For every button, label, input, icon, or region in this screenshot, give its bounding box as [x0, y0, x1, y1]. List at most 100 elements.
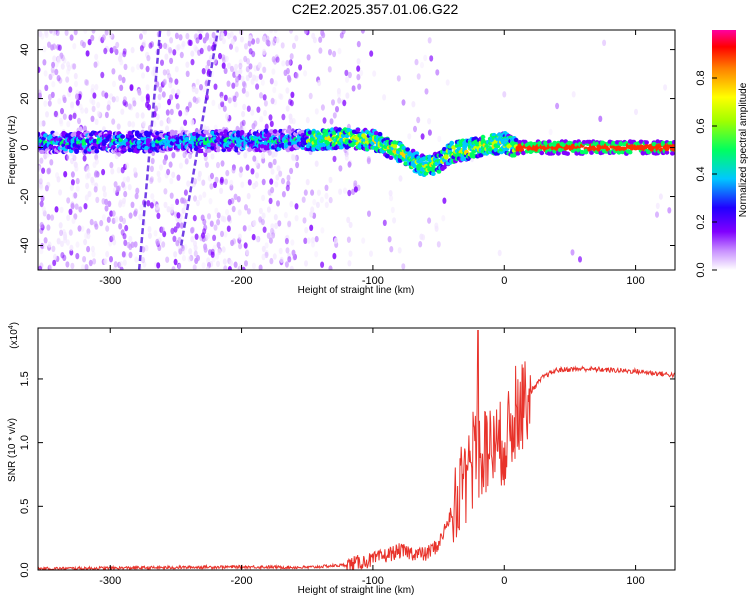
noise-cell: [70, 203, 75, 210]
noise-cell: [122, 217, 126, 225]
noise-cell: [90, 115, 95, 123]
noise-cell: [216, 260, 220, 267]
noise-cell: [84, 194, 89, 201]
noise-cell: [225, 113, 229, 120]
noise-cell: [55, 172, 60, 179]
noise-cell: [221, 54, 226, 61]
noise-cell: [50, 44, 55, 51]
noise-cell: [229, 31, 234, 38]
noise-cell: [401, 263, 406, 270]
band-cell: [480, 138, 486, 143]
noise-cell: [251, 38, 256, 45]
band-cell: [436, 169, 442, 174]
noise-cell: [269, 78, 274, 85]
noise-cell: [60, 252, 65, 259]
noise-cell: [287, 220, 292, 227]
noise-cell: [178, 110, 183, 117]
noise-cell: [116, 185, 120, 192]
noise-cell: [53, 253, 57, 261]
noise-cell: [113, 261, 118, 268]
noise-cell: [345, 76, 349, 83]
noise-cell: [227, 97, 232, 104]
noise-cell: [427, 217, 432, 224]
noise-cell: [89, 97, 94, 104]
band-cell: [210, 145, 216, 150]
noise-cell: [128, 243, 133, 251]
noise-cell: [285, 105, 290, 112]
noise-cell: [663, 84, 668, 91]
noise-cell: [318, 36, 323, 43]
noise-cell: [259, 116, 264, 123]
x-tick-label: 0: [501, 275, 507, 287]
band-cell: [478, 153, 484, 158]
band-cell: [521, 150, 526, 156]
noise-cell: [315, 201, 320, 209]
noise-cell: [234, 46, 239, 53]
noise-cell: [274, 54, 279, 61]
noise-cell: [191, 86, 196, 93]
noise-cell: [102, 191, 107, 198]
noise-cell: [87, 190, 92, 198]
noise-cell: [73, 192, 78, 199]
noise-cell: [90, 34, 95, 42]
band-cell: [72, 142, 78, 147]
noise-cell: [142, 40, 147, 47]
noise-cell: [241, 110, 246, 118]
noise-cell: [122, 197, 126, 204]
band-cell: [388, 155, 394, 160]
noise-cell: [127, 184, 132, 191]
noise-cell: [60, 240, 64, 247]
noise-cell: [201, 232, 205, 239]
noise-cell: [158, 86, 163, 93]
noise-cell: [251, 50, 256, 58]
noise-cell: [261, 253, 266, 261]
noise-cell: [328, 49, 332, 56]
noise-cell: [387, 236, 392, 243]
band-cell: [430, 171, 436, 176]
noise-cell: [103, 258, 108, 265]
noise-cell: [169, 37, 174, 44]
noise-cell: [442, 197, 447, 204]
noise-cell: [40, 242, 45, 250]
noise-cell: [118, 74, 123, 81]
noise-cell: [261, 157, 266, 164]
noise-cell: [131, 121, 136, 128]
noise-cell: [43, 242, 47, 250]
noise-cell: [183, 189, 188, 196]
noise-cell: [101, 214, 106, 221]
noise-cell: [182, 151, 187, 159]
noise-cell: [269, 120, 274, 128]
band-cell: [638, 139, 644, 144]
noise-cell: [168, 77, 173, 84]
noise-cell: [168, 47, 173, 54]
noise-cell: [152, 120, 157, 128]
noise-cell: [231, 95, 236, 102]
noise-cell: [162, 79, 167, 86]
noise-cell: [291, 118, 296, 125]
noise-cell: [155, 203, 160, 211]
noise-cell: [58, 117, 63, 125]
noise-cell: [318, 47, 323, 54]
noise-cell: [128, 212, 133, 219]
noise-cell: [234, 70, 239, 77]
noise-cell: [261, 245, 266, 253]
noise-cell: [195, 33, 199, 40]
noise-cell: [221, 37, 226, 45]
noise-cell: [68, 208, 73, 215]
noise-cell: [429, 55, 434, 62]
noise-cell: [153, 230, 158, 237]
noise-cell: [150, 193, 155, 200]
noise-cell: [124, 224, 129, 232]
noise-cell: [254, 159, 259, 166]
noise-cell: [58, 189, 63, 196]
noise-cell: [316, 189, 321, 196]
noise-cell: [229, 179, 234, 187]
noise-cell: [93, 220, 98, 228]
noise-cell: [223, 231, 228, 238]
noise-cell: [39, 157, 44, 164]
noise-cell: [96, 110, 101, 118]
noise-cell: [188, 39, 193, 47]
noise-cell: [294, 154, 299, 162]
noise-cell: [176, 222, 181, 229]
